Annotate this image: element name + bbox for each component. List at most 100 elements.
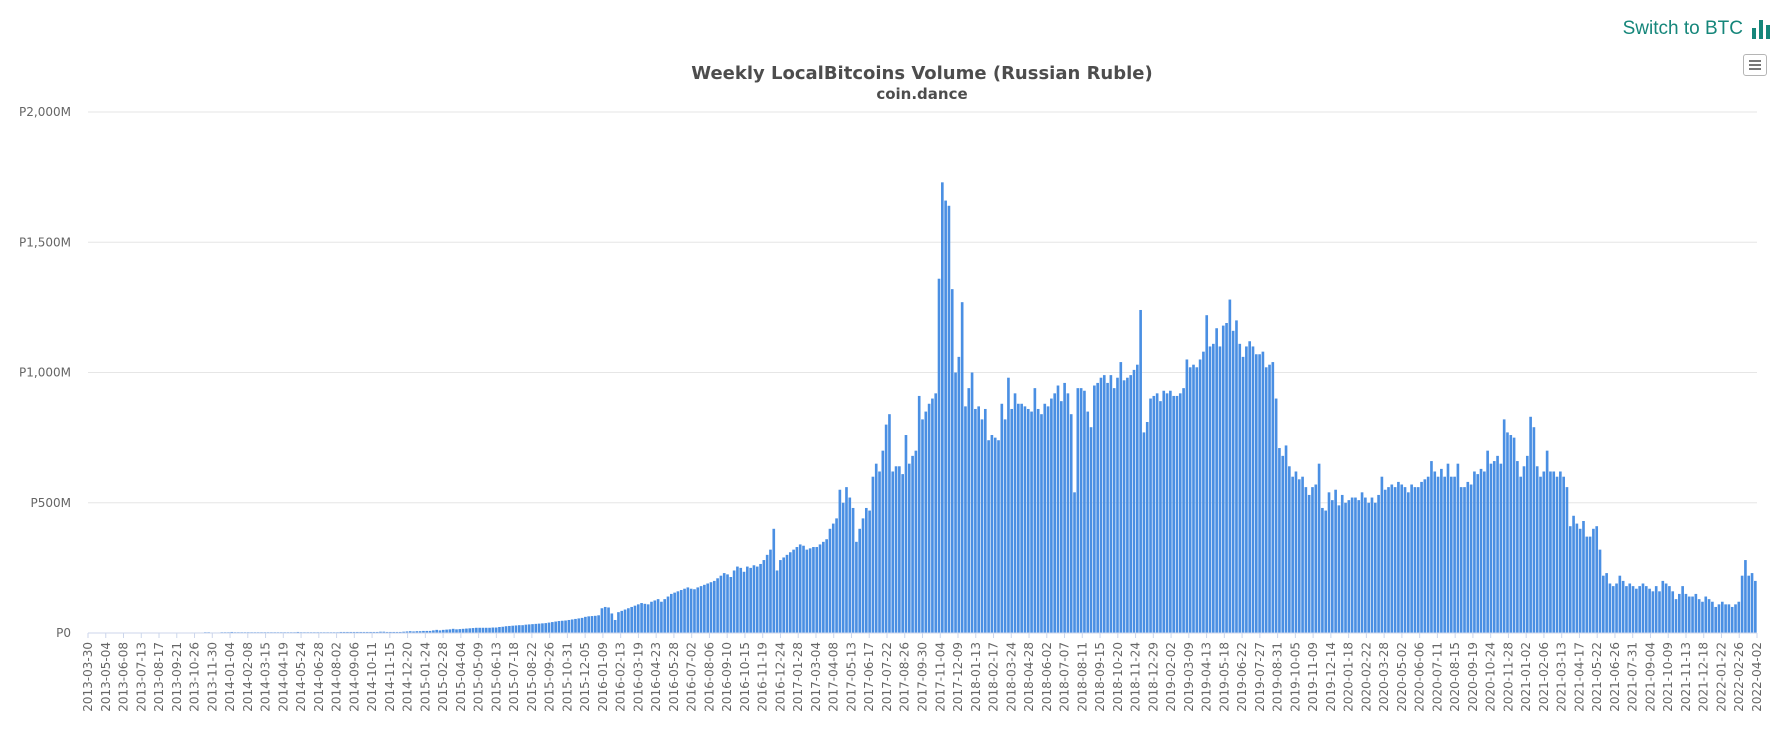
bar[interactable] bbox=[1327, 492, 1331, 633]
bar[interactable] bbox=[346, 631, 349, 633]
bar[interactable] bbox=[547, 622, 551, 633]
bar[interactable] bbox=[736, 566, 739, 633]
bar[interactable] bbox=[742, 571, 746, 633]
bar[interactable] bbox=[977, 406, 980, 633]
bar[interactable] bbox=[458, 629, 462, 633]
bar[interactable] bbox=[1416, 487, 1420, 633]
bar[interactable] bbox=[765, 554, 769, 633]
bar[interactable] bbox=[732, 570, 736, 633]
bar[interactable] bbox=[746, 566, 749, 633]
bar[interactable] bbox=[1178, 393, 1182, 633]
bar[interactable] bbox=[356, 631, 359, 633]
bar[interactable] bbox=[1017, 403, 1020, 633]
bar[interactable] bbox=[1245, 346, 1248, 633]
bar[interactable] bbox=[1476, 474, 1480, 633]
bar[interactable] bbox=[1033, 388, 1037, 633]
bar[interactable] bbox=[964, 406, 967, 633]
bar[interactable] bbox=[917, 395, 921, 633]
bar[interactable] bbox=[818, 544, 822, 633]
bar[interactable] bbox=[1182, 388, 1185, 633]
bar[interactable] bbox=[1188, 367, 1192, 633]
bar[interactable] bbox=[1046, 406, 1050, 633]
bar[interactable] bbox=[670, 593, 673, 633]
bar[interactable] bbox=[1387, 487, 1390, 633]
bar[interactable] bbox=[835, 518, 838, 633]
bar[interactable] bbox=[1720, 601, 1724, 633]
bar[interactable] bbox=[408, 631, 412, 633]
bar[interactable] bbox=[1516, 461, 1519, 633]
bar[interactable] bbox=[699, 586, 703, 633]
bar[interactable] bbox=[1291, 476, 1294, 633]
bar[interactable] bbox=[716, 578, 719, 633]
bar[interactable] bbox=[441, 629, 445, 633]
bar[interactable] bbox=[1059, 401, 1063, 633]
bar[interactable] bbox=[927, 403, 931, 633]
bar[interactable] bbox=[904, 435, 908, 633]
bar[interactable] bbox=[1149, 398, 1152, 633]
bar[interactable] bbox=[1281, 455, 1285, 633]
bar[interactable] bbox=[792, 549, 795, 633]
bar[interactable] bbox=[1506, 432, 1509, 633]
bar[interactable] bbox=[636, 604, 640, 633]
bar[interactable] bbox=[1562, 476, 1565, 633]
bar[interactable] bbox=[1426, 476, 1430, 633]
bar[interactable] bbox=[230, 631, 234, 633]
bar[interactable] bbox=[1539, 476, 1542, 633]
bar[interactable] bbox=[874, 463, 878, 633]
bar[interactable] bbox=[428, 630, 432, 633]
bar[interactable] bbox=[1572, 515, 1575, 633]
bar[interactable] bbox=[822, 541, 825, 633]
bar[interactable] bbox=[937, 278, 941, 633]
bar[interactable] bbox=[1615, 583, 1618, 634]
bar[interactable] bbox=[613, 619, 617, 633]
bar[interactable] bbox=[1466, 481, 1470, 633]
bar[interactable] bbox=[1221, 325, 1225, 633]
bar[interactable] bbox=[1602, 575, 1605, 633]
bar[interactable] bbox=[587, 616, 591, 633]
bar[interactable] bbox=[504, 626, 508, 633]
bar[interactable] bbox=[802, 545, 805, 633]
bar[interactable] bbox=[418, 631, 422, 633]
bar[interactable] bbox=[1264, 367, 1268, 633]
bar[interactable] bbox=[296, 631, 300, 633]
bar[interactable] bbox=[1727, 604, 1731, 633]
bar[interactable] bbox=[541, 623, 544, 633]
bar[interactable] bbox=[1377, 494, 1380, 633]
bar[interactable] bbox=[1644, 586, 1648, 633]
switch-to-btc-button[interactable]: Switch to BTC bbox=[1623, 18, 1771, 40]
bar[interactable] bbox=[729, 576, 733, 633]
bar[interactable] bbox=[1403, 487, 1407, 633]
bar[interactable] bbox=[1063, 382, 1066, 633]
bar[interactable] bbox=[1737, 601, 1741, 633]
bar[interactable] bbox=[775, 570, 779, 633]
bar[interactable] bbox=[603, 606, 607, 633]
bar[interactable] bbox=[425, 630, 429, 633]
bar[interactable] bbox=[954, 372, 957, 634]
bar[interactable] bbox=[1397, 481, 1400, 633]
bar[interactable] bbox=[1711, 601, 1714, 633]
bar[interactable] bbox=[1225, 323, 1228, 633]
bar[interactable] bbox=[359, 631, 362, 633]
bar[interactable] bbox=[1486, 450, 1489, 633]
bar[interactable] bbox=[1314, 484, 1318, 633]
bar[interactable] bbox=[881, 450, 885, 633]
bar[interactable] bbox=[1248, 341, 1252, 633]
bar[interactable] bbox=[894, 466, 898, 633]
bar[interactable] bbox=[884, 424, 888, 633]
bar[interactable] bbox=[1126, 377, 1129, 633]
bar[interactable] bbox=[1393, 487, 1397, 633]
bar[interactable] bbox=[527, 624, 531, 633]
bar[interactable] bbox=[475, 627, 478, 633]
bar[interactable] bbox=[514, 625, 518, 633]
bar[interactable] bbox=[1086, 411, 1090, 633]
bar[interactable] bbox=[1297, 479, 1301, 633]
bar[interactable] bbox=[706, 583, 709, 634]
bar[interactable] bbox=[1754, 580, 1757, 633]
bar[interactable] bbox=[1212, 343, 1215, 633]
bar[interactable] bbox=[395, 631, 399, 633]
bar[interactable] bbox=[676, 591, 680, 633]
bar[interactable] bbox=[752, 565, 756, 633]
bar[interactable] bbox=[1611, 586, 1615, 633]
bar[interactable] bbox=[1598, 549, 1602, 633]
bar[interactable] bbox=[1083, 390, 1086, 633]
